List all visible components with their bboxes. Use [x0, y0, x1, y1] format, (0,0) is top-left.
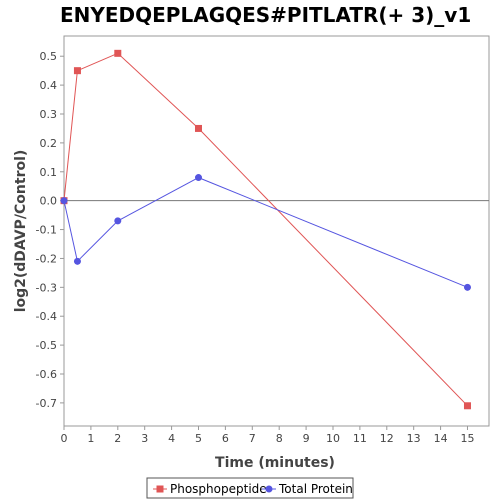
y-tick-label: -0.3 — [36, 281, 57, 294]
x-tick-label: 11 — [353, 432, 367, 445]
x-tick-label: 13 — [407, 432, 421, 445]
x-tick-label: 10 — [326, 432, 340, 445]
y-tick-label: -0.5 — [36, 339, 57, 352]
x-tick-label: 2 — [114, 432, 121, 445]
legend-marker-phosphopeptide — [156, 485, 164, 493]
data-point-total-protein — [194, 174, 202, 182]
axis-ticks: 0.5 0.4 0.3 0.2 0.1 0.0 -0.1 -0.2 -0.3 -0.4 -0.5 -0… — [36, 50, 475, 445]
y-tick-label: 0.3 — [40, 108, 58, 121]
y-tick-label: -0.7 — [36, 397, 57, 410]
y-tick-label: -0.6 — [36, 368, 57, 381]
data-point-total-protein — [60, 197, 68, 205]
x-tick-label: 8 — [276, 432, 283, 445]
series-total-protein — [60, 174, 471, 291]
x-tick-label: 3 — [141, 432, 148, 445]
x-tick-label: 9 — [303, 432, 310, 445]
x-tick-label: 7 — [249, 432, 256, 445]
legend: Phosphopeptide Total Protein — [146, 477, 354, 499]
data-point-total-protein — [73, 257, 81, 265]
y-axis-label: log2(dDAVP/Control) — [13, 150, 29, 313]
legend-marker-total-protein — [265, 485, 273, 493]
data-point-total-protein — [114, 217, 122, 225]
series-layer — [60, 49, 471, 410]
x-tick-label: 15 — [460, 432, 474, 445]
y-tick-label: 0.1 — [40, 166, 58, 179]
y-tick-label: 0.4 — [40, 79, 58, 92]
x-tick-label: 14 — [434, 432, 448, 445]
data-point-phosphopeptide — [114, 49, 122, 57]
x-tick-label: 12 — [380, 432, 394, 445]
y-tick-label: -0.1 — [36, 224, 57, 237]
plot-area — [63, 35, 490, 427]
x-tick-label: 0 — [61, 432, 68, 445]
data-point-total-protein — [463, 283, 471, 291]
chart-title: ENYEDQEPLAGQES#PITLATR(+ 3)_v1 — [60, 3, 471, 27]
x-tick-label: 5 — [195, 432, 202, 445]
x-axis-label: Time (minutes) — [215, 455, 335, 471]
y-tick-label: 0.5 — [40, 50, 58, 63]
x-tick-label: 1 — [87, 432, 94, 445]
legend-label-total-protein: Total Protein — [278, 482, 353, 496]
legend-label-phosphopeptide: Phosphopeptide — [170, 482, 267, 496]
data-point-phosphopeptide — [73, 67, 81, 75]
x-tick-label: 4 — [168, 432, 175, 445]
y-tick-label: -0.4 — [36, 310, 57, 323]
y-tick-label: 0.0 — [40, 195, 58, 208]
y-tick-label: -0.2 — [36, 252, 57, 265]
x-tick-label: 6 — [222, 432, 229, 445]
data-point-phosphopeptide — [194, 124, 202, 132]
data-point-phosphopeptide — [463, 402, 471, 410]
legend-box — [146, 477, 354, 499]
y-tick-label: 0.2 — [40, 137, 58, 150]
plot-frame — [63, 35, 490, 427]
